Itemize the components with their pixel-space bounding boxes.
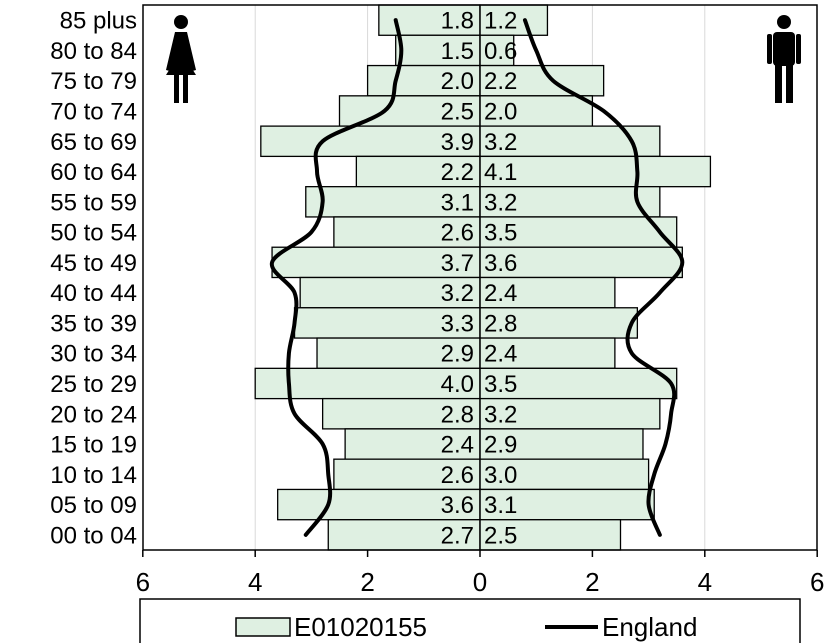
age-label: 50 to 54 (50, 220, 137, 247)
value-label-female: 2.4 (441, 432, 474, 459)
bar-male (479, 397, 661, 430)
bar-male (479, 186, 661, 218)
x-tick-label: 6 (810, 567, 824, 597)
value-label-female: 2.0 (441, 68, 474, 95)
legend-bar-label: E01020155 (294, 612, 427, 642)
age-label: 05 to 09 (50, 492, 137, 519)
value-label-female: 3.9 (441, 129, 474, 156)
value-label-female: 3.3 (441, 310, 474, 337)
bar-female (254, 367, 481, 400)
bar-male (479, 216, 678, 248)
female-icon (166, 15, 196, 103)
value-label-male: 3.0 (484, 462, 517, 489)
value-label-male: 3.6 (484, 250, 517, 277)
value-label-male: 2.5 (484, 522, 517, 549)
plot-frame (142, 4, 818, 551)
value-label-female: 3.2 (441, 280, 474, 307)
age-label: 20 to 24 (50, 401, 137, 428)
x-tick-label: 2 (360, 567, 374, 597)
x-tick-label: 4 (698, 567, 712, 597)
value-label-male: 4.1 (484, 159, 517, 186)
age-label: 00 to 04 (50, 522, 137, 549)
value-label-male: 3.2 (484, 401, 517, 428)
bar-male (479, 337, 616, 369)
x-tick-label: 4 (248, 567, 262, 597)
bar-male (479, 488, 655, 521)
age-label: 45 to 49 (50, 250, 137, 277)
legend-line-label: England (602, 612, 697, 642)
value-label-male: 3.5 (484, 220, 517, 247)
value-label-male: 2.0 (484, 98, 517, 125)
value-label-female: 2.6 (441, 462, 474, 489)
age-label: 15 to 19 (50, 432, 137, 459)
age-label: 40 to 44 (50, 280, 137, 307)
legend: E01020155 England (139, 598, 801, 643)
value-label-female: 2.7 (441, 522, 474, 549)
value-label-female: 2.5 (441, 98, 474, 125)
age-label: 80 to 84 (50, 38, 137, 65)
value-label-male: 3.2 (484, 129, 517, 156)
value-label-female: 3.7 (441, 250, 474, 277)
value-label-female: 2.8 (441, 401, 474, 428)
bar-male (479, 367, 678, 400)
bar-female (355, 155, 481, 188)
england-line-female (270, 18, 404, 537)
value-label-female: 3.6 (441, 492, 474, 519)
value-label-female: 2.9 (441, 341, 474, 368)
age-label: 25 to 29 (50, 371, 137, 398)
value-label-female: 3.1 (441, 189, 474, 216)
england-lines (270, 18, 685, 537)
bar-male (479, 95, 594, 127)
bar-female (321, 397, 481, 430)
value-label-male: 2.8 (484, 310, 517, 337)
age-label: 70 to 74 (50, 98, 137, 125)
bar-male (479, 246, 683, 279)
x-tick-label: 0 (473, 567, 487, 597)
value-label-female: 1.5 (441, 38, 474, 65)
age-label: 65 to 69 (50, 129, 137, 156)
value-labels: 1.8 1.2 1.5 0.6 2.0 2.2 2.5 2.0 3.9 3.2 2.2 4.1 3.1 3… (441, 8, 518, 550)
value-label-male: 2.4 (484, 341, 517, 368)
value-label-male: 2.9 (484, 432, 517, 459)
value-label-female: 1.8 (441, 8, 474, 35)
legend-bar-swatch (235, 617, 291, 637)
bar-female (327, 519, 481, 551)
value-label-male: 3.2 (484, 189, 517, 216)
male-icon (767, 15, 801, 103)
bar-male (479, 155, 712, 188)
age-label: 30 to 34 (50, 341, 137, 368)
value-label-female: 4.0 (441, 371, 474, 398)
england-line-male (522, 18, 685, 537)
value-label-male: 2.2 (484, 68, 517, 95)
value-label-male: 3.1 (484, 492, 517, 519)
age-label: 75 to 79 (50, 68, 137, 95)
bar-female (260, 125, 481, 158)
x-tick-label: 2 (585, 567, 599, 597)
value-label-female: 2.2 (441, 159, 474, 186)
bar-female (344, 428, 481, 460)
age-label: 85 plus (60, 8, 137, 35)
value-label-male: 0.6 (484, 38, 517, 65)
bar-female (299, 276, 481, 309)
age-label: 55 to 59 (50, 189, 137, 216)
value-label-male: 2.4 (484, 280, 517, 307)
x-axis: 6 4 2 0 2 4 6 (136, 550, 824, 597)
bars-group (254, 4, 712, 551)
bar-female (395, 34, 481, 67)
x-tick-label: 6 (136, 567, 150, 597)
value-label-female: 2.6 (441, 220, 474, 247)
age-label: 10 to 14 (50, 462, 137, 489)
age-labels: 85 plus 80 to 84 75 to 79 70 to 74 65 to 69 6… (50, 8, 137, 550)
age-label: 35 to 39 (50, 310, 137, 337)
value-label-male: 3.5 (484, 371, 517, 398)
value-label-male: 1.2 (484, 8, 517, 35)
bar-male (479, 276, 616, 309)
age-label: 60 to 64 (50, 159, 137, 186)
